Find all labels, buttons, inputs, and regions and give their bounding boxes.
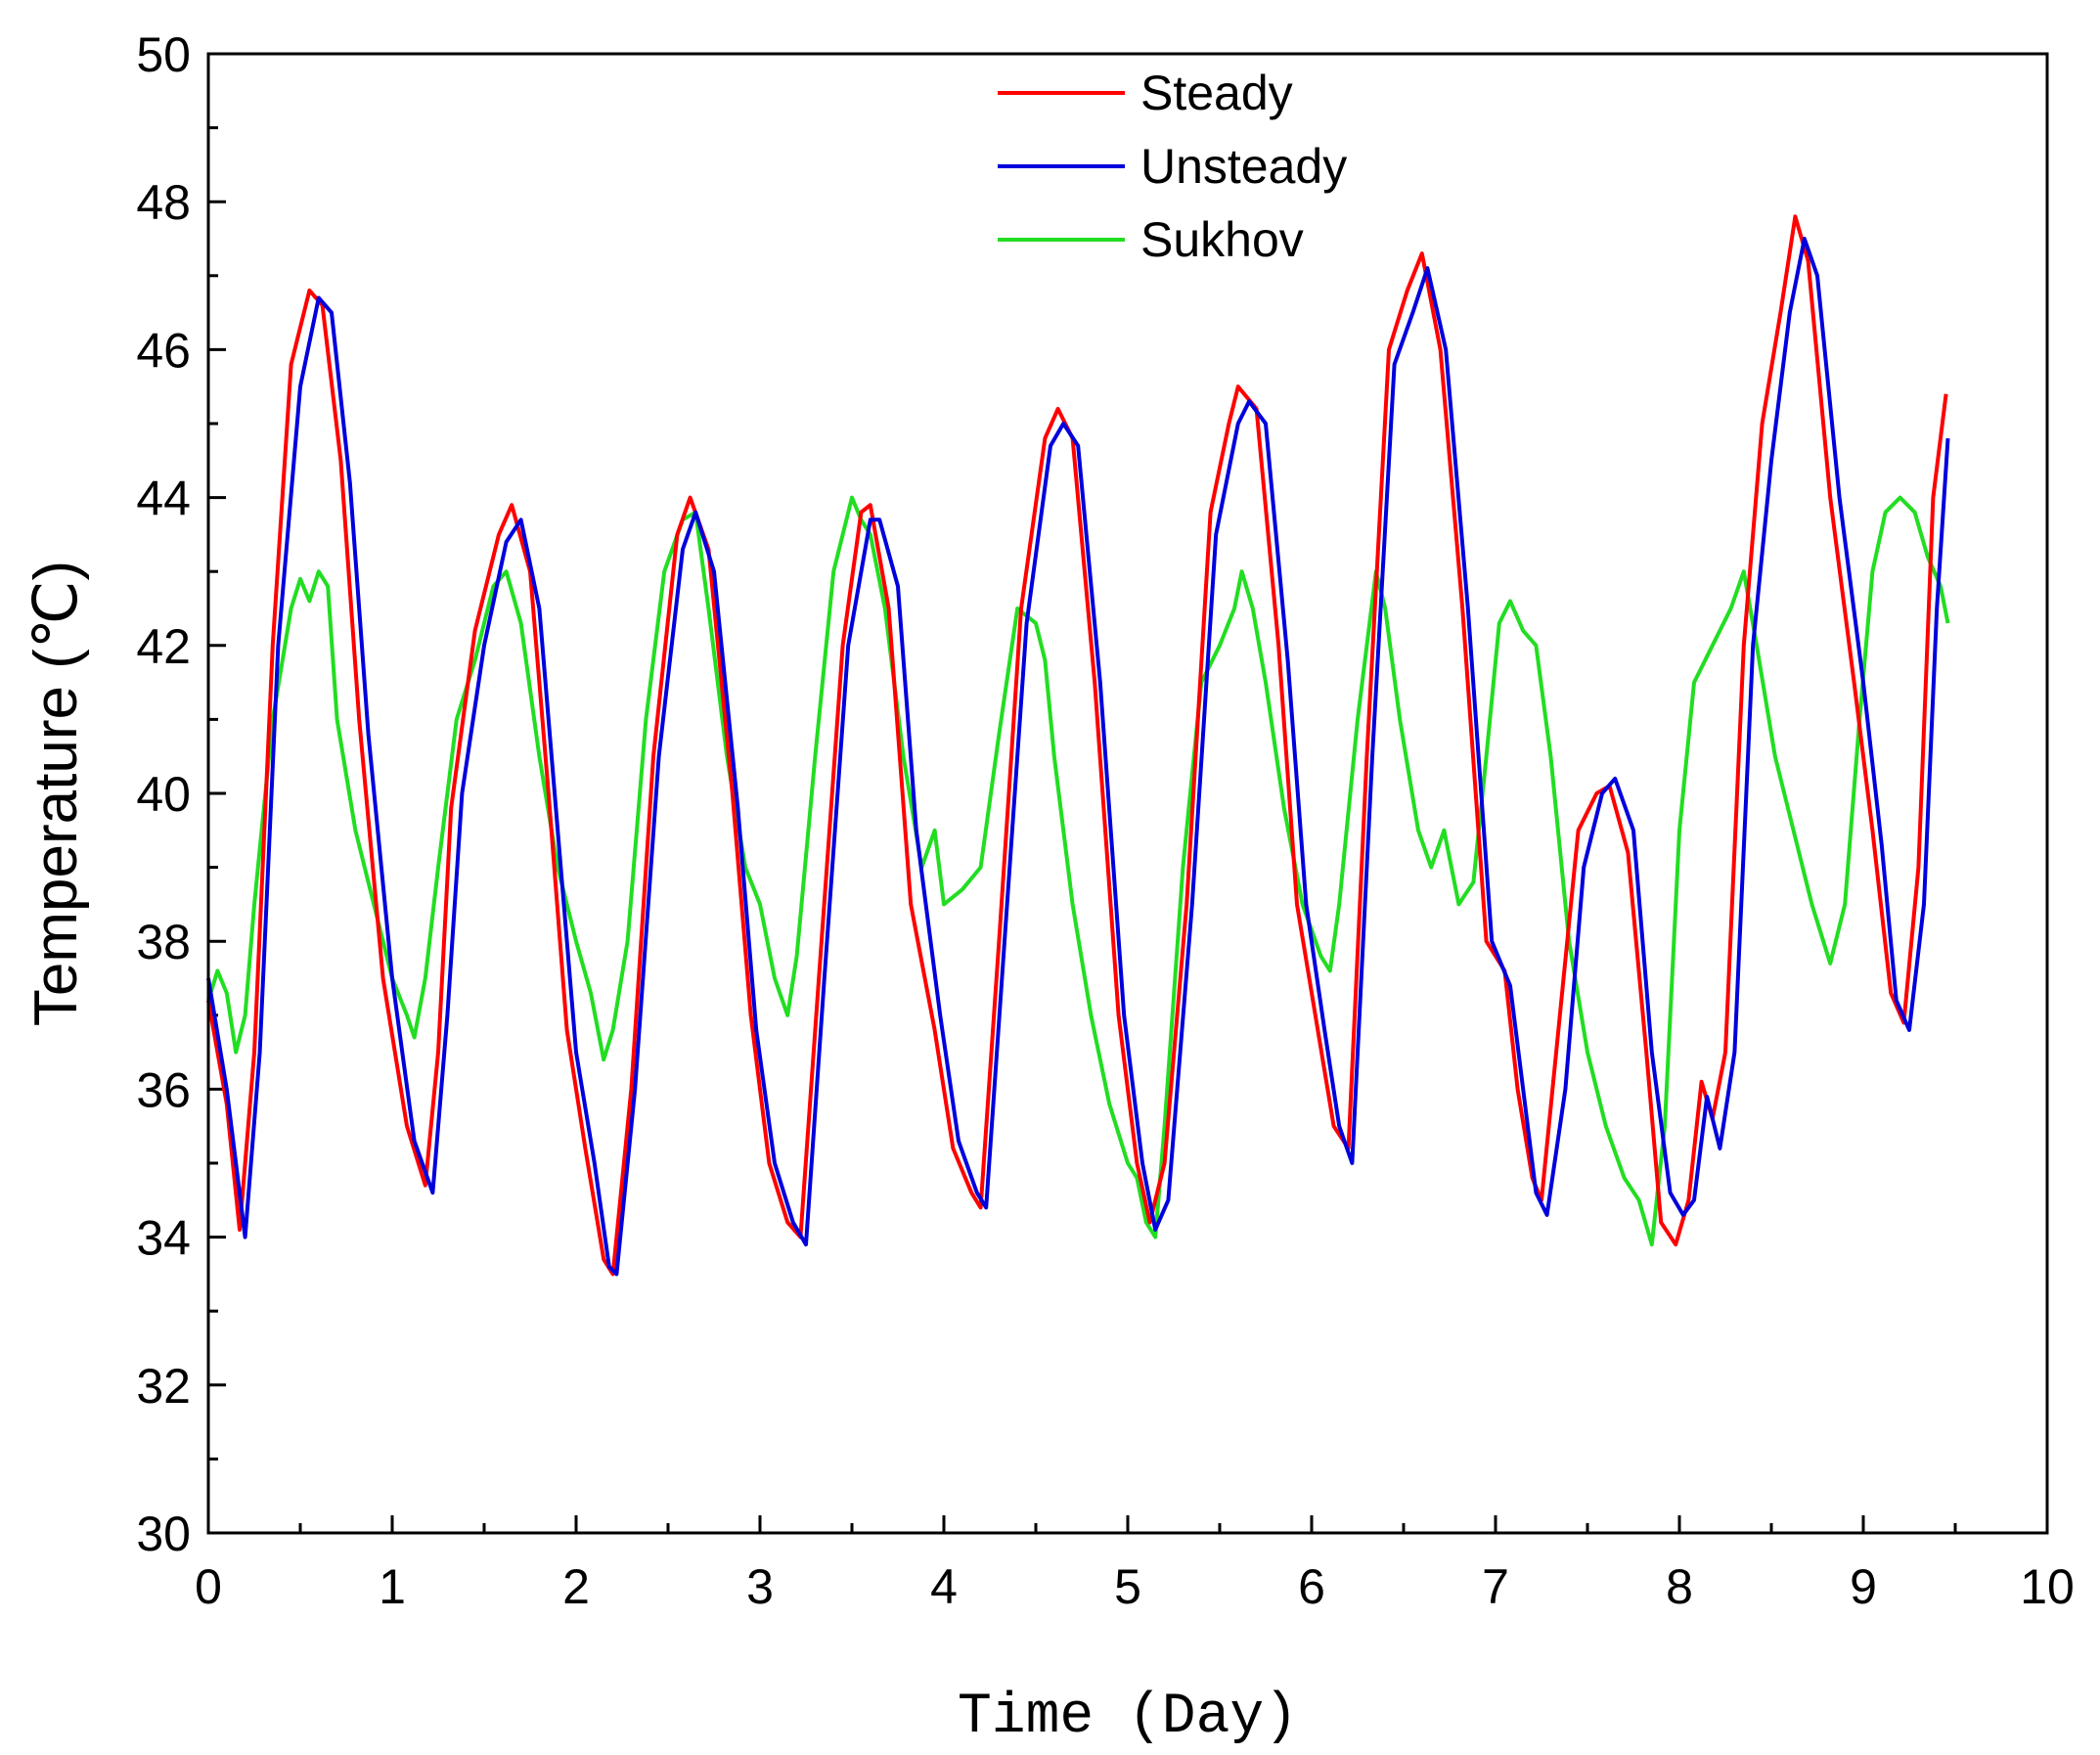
- y-tick-label: 38: [136, 915, 191, 969]
- x-tick-label: 5: [1114, 1559, 1141, 1614]
- x-tick-label: 2: [562, 1559, 590, 1614]
- x-tick-label: 10: [2020, 1559, 2075, 1614]
- y-tick-labels: 30 32 34 36 38 40 42 44 46 48 50: [136, 27, 191, 1561]
- y-tick-label: 34: [136, 1211, 191, 1266]
- plot-frame: [206, 52, 2049, 1535]
- y-tick-label: 44: [136, 472, 191, 526]
- y-tick-label: 36: [136, 1062, 191, 1117]
- x-axis-label: Time (Day): [958, 1686, 1298, 1749]
- legend-label-unsteady: Unsteady: [1140, 139, 1347, 194]
- y-tick-label: 50: [136, 27, 191, 82]
- series-line-sukhov: [206, 495, 1950, 1247]
- series-line-steady: [206, 214, 1948, 1277]
- legend-label-sukhov: Sukhov: [1140, 212, 1304, 267]
- x-tick-label: 0: [195, 1559, 222, 1614]
- x-tick-labels: 0 1 2 3 4 5 6 7 8 9 10: [195, 1559, 2075, 1614]
- y-axis-label: Temperature (℃): [22, 561, 90, 1026]
- y-tick-label: 46: [136, 323, 191, 378]
- x-tick-label: 4: [930, 1559, 958, 1614]
- legend: Steady Unsteady Sukhov: [998, 66, 1347, 267]
- y-tick-label: 32: [136, 1359, 191, 1414]
- y-tick-label: 30: [136, 1507, 191, 1561]
- x-tick-label: 1: [379, 1559, 406, 1614]
- series-line-unsteady: [206, 237, 1950, 1277]
- y-tick-label: 42: [136, 619, 191, 674]
- y-tick-label: 48: [136, 175, 191, 230]
- y-tick-label: 40: [136, 767, 191, 822]
- series-lines: [206, 214, 1950, 1277]
- x-tick-label: 7: [1482, 1559, 1509, 1614]
- x-tick-label: 3: [746, 1559, 774, 1614]
- x-tick-label: 8: [1666, 1559, 1693, 1614]
- x-tick-label: 9: [1850, 1559, 1877, 1614]
- legend-label-steady: Steady: [1140, 66, 1293, 120]
- x-tick-label: 6: [1298, 1559, 1325, 1614]
